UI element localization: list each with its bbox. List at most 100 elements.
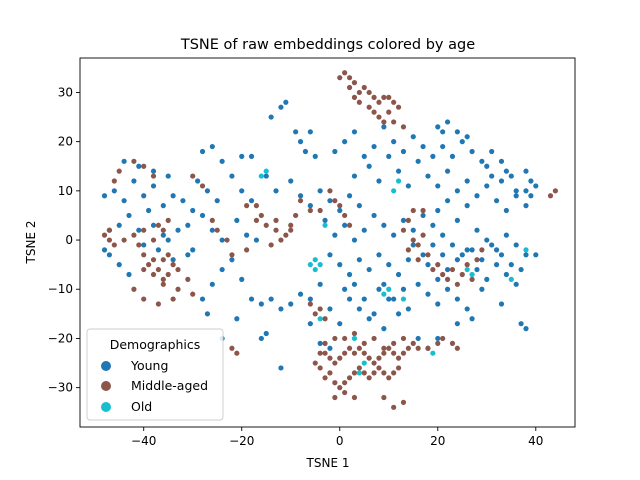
point-old xyxy=(312,266,318,273)
legend[interactable]: Demographics Young Middle-aged Old xyxy=(86,328,224,421)
point-middle-aged xyxy=(131,286,137,292)
point-middle-aged xyxy=(141,266,147,273)
point-young xyxy=(454,217,460,223)
point-young xyxy=(185,222,191,228)
point-young xyxy=(410,242,416,248)
point-young xyxy=(180,198,186,204)
point-young xyxy=(288,178,294,184)
point-young xyxy=(376,178,382,184)
point-young xyxy=(263,330,269,337)
point-young xyxy=(185,252,191,258)
point-young xyxy=(136,163,142,169)
legend-marker-young xyxy=(101,361,111,371)
point-young xyxy=(459,252,465,258)
point-middle-aged xyxy=(199,183,206,189)
point-middle-aged xyxy=(337,203,343,209)
point-middle-aged xyxy=(322,316,328,322)
point-young xyxy=(327,306,333,312)
point-middle-aged xyxy=(435,340,441,346)
point-young xyxy=(278,104,284,110)
point-middle-aged xyxy=(229,345,235,351)
point-young xyxy=(288,301,294,307)
point-young xyxy=(116,222,122,228)
point-old xyxy=(361,360,367,366)
point-middle-aged xyxy=(381,350,387,356)
point-middle-aged xyxy=(386,109,392,115)
point-young xyxy=(239,188,245,194)
point-middle-aged xyxy=(141,163,147,169)
point-middle-aged xyxy=(327,370,333,376)
point-young xyxy=(459,139,465,145)
point-young xyxy=(302,148,309,155)
point-young xyxy=(258,301,264,307)
point-young xyxy=(307,321,313,327)
point-young xyxy=(342,222,348,228)
point-young xyxy=(425,262,431,268)
point-middle-aged xyxy=(449,340,456,346)
point-middle-aged xyxy=(440,271,446,278)
point-old xyxy=(523,247,529,253)
point-young xyxy=(469,316,475,322)
point-middle-aged xyxy=(141,227,147,233)
x-tick-label: 40 xyxy=(528,434,543,448)
point-young xyxy=(356,306,362,312)
point-young xyxy=(307,203,313,209)
point-young xyxy=(523,252,529,258)
point-middle-aged xyxy=(273,227,279,233)
point-middle-aged xyxy=(420,207,426,214)
y-tick-label: −10 xyxy=(48,282,73,296)
point-young xyxy=(136,227,142,233)
point-young xyxy=(430,222,436,228)
point-middle-aged xyxy=(351,350,358,356)
y-tick-label: 20 xyxy=(58,135,73,149)
point-middle-aged xyxy=(263,222,269,228)
point-middle-aged xyxy=(386,375,392,381)
point-middle-aged xyxy=(405,217,411,223)
point-young xyxy=(155,247,162,253)
point-middle-aged xyxy=(307,207,313,214)
point-middle-aged xyxy=(136,242,142,248)
point-young xyxy=(239,276,245,282)
point-middle-aged xyxy=(356,345,362,351)
point-old xyxy=(508,276,514,282)
point-young xyxy=(391,232,397,238)
point-middle-aged xyxy=(160,257,166,263)
point-young xyxy=(327,252,333,258)
point-young xyxy=(440,129,446,135)
plot-frame xyxy=(79,57,576,428)
point-middle-aged xyxy=(356,89,362,96)
point-middle-aged xyxy=(317,306,323,312)
point-middle-aged xyxy=(366,375,372,381)
point-middle-aged xyxy=(361,350,367,356)
point-young xyxy=(518,321,524,327)
point-young xyxy=(195,178,201,184)
point-middle-aged xyxy=(346,75,353,81)
y-tick-label: −20 xyxy=(48,331,73,345)
point-middle-aged xyxy=(425,345,431,351)
point-middle-aged xyxy=(141,252,147,258)
point-young xyxy=(489,242,495,248)
point-old xyxy=(430,350,436,356)
point-young xyxy=(435,335,441,342)
point-young xyxy=(283,99,289,105)
point-young xyxy=(498,252,505,258)
point-middle-aged xyxy=(224,237,230,243)
point-middle-aged xyxy=(351,330,358,337)
point-middle-aged xyxy=(342,350,348,356)
point-young xyxy=(415,335,421,342)
point-young xyxy=(464,203,470,209)
point-old xyxy=(258,173,264,179)
point-young xyxy=(454,296,460,302)
point-young xyxy=(464,178,470,184)
point-middle-aged xyxy=(366,89,372,96)
point-young xyxy=(474,193,480,199)
point-young xyxy=(474,266,480,273)
point-young xyxy=(425,173,431,179)
point-middle-aged xyxy=(474,257,480,263)
point-middle-aged xyxy=(351,394,358,401)
point-young xyxy=(366,163,372,169)
point-young xyxy=(391,296,397,302)
point-young xyxy=(420,212,426,219)
point-young xyxy=(493,198,500,204)
